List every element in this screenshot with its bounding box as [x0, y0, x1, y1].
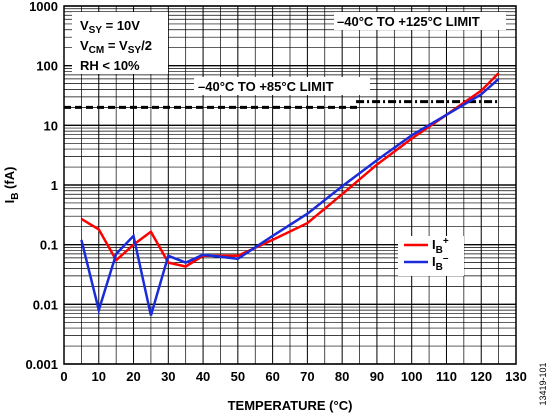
x-tick-label: 50 [231, 369, 245, 384]
y-tick-label: 100 [36, 59, 58, 74]
axis-tick-labels: 0 10 20 30 40 50 60 70 80 90 100 110 120 130100010010… [25, 0, 526, 384]
y-tick-label: 1000 [29, 0, 58, 14]
condition-vcm-rest2: /2 [141, 38, 152, 53]
condition-rh: RH < 10% [80, 58, 140, 73]
x-tick-label: 120 [470, 369, 492, 384]
y-tick-label: 0.001 [25, 357, 58, 372]
legend-ib-plus-sup: + [443, 236, 449, 247]
x-tick-label: 40 [196, 369, 210, 384]
x-tick-label: 20 [126, 369, 140, 384]
limit-85-label-background [194, 77, 370, 95]
y-tick-label: 1 [51, 178, 58, 193]
x-tick-label: 80 [335, 369, 349, 384]
series-ib-plus-line [80, 72, 500, 268]
conditions-box: VSY = 10V VCM = VSY/2 RH < 10% [72, 12, 168, 74]
x-axis-title: TEMPERATURE (°C) [228, 398, 353, 413]
legend: IB+ IB– [398, 236, 464, 276]
condition-vcm: VCM = VSY/2 [80, 38, 152, 56]
series-ib-minus-line [80, 77, 500, 316]
y-tick-label: 0.01 [33, 297, 58, 312]
limit-125-label-text: –40°C TO +125°C LIMIT [337, 14, 480, 29]
y-axis-title: IB (fA) [2, 167, 21, 204]
condition-vcm-main: V [80, 38, 89, 53]
data-series [80, 72, 500, 316]
legend-ib-minus-main: I [432, 254, 436, 269]
condition-vcm-sub: CM [89, 45, 105, 56]
x-tick-label: 90 [370, 369, 384, 384]
plot-frame [63, 5, 517, 365]
legend-ib-plus-sub: B [436, 245, 443, 256]
y-tick-label: 10 [44, 118, 58, 133]
y-axis-title-sub: B [10, 193, 21, 200]
limit-125-label-background [334, 12, 506, 30]
legend-ib-plus-main: I [432, 237, 436, 252]
x-tick-label: 110 [436, 369, 457, 384]
legend-background [398, 236, 464, 276]
condition-vsy-rest: = 10V [102, 18, 140, 33]
limit-85-label-text: –40°C TO +85°C LIMIT [198, 79, 334, 94]
x-tick-label: 100 [401, 369, 423, 384]
y-axis-title-unit: (fA) [2, 167, 17, 193]
x-tick-label: 60 [265, 369, 279, 384]
legend-ib-minus-sup: – [443, 253, 449, 264]
x-tick-label: 0 [60, 369, 67, 384]
condition-vsy-main: V [80, 18, 89, 33]
limit-lines [64, 100, 499, 109]
condition-vsy: VSY = 10V [80, 18, 140, 36]
condition-vcm-rest: = V [104, 38, 128, 53]
limit-125-label: –40°C TO +125°C LIMIT [334, 12, 506, 30]
y-tick-label: 0.1 [40, 238, 58, 253]
x-tick-label: 10 [92, 369, 106, 384]
legend-label-ib-plus: IB+ [432, 236, 449, 256]
y-axis-title-main: I [2, 200, 17, 204]
condition-vcm-sub2: SY [128, 45, 142, 56]
conditions-background [72, 12, 168, 74]
figure-id: 13419-101 [538, 362, 548, 405]
x-tick-label: 70 [300, 369, 314, 384]
x-tick-label: 30 [161, 369, 175, 384]
condition-vsy-sub: SY [89, 25, 103, 36]
legend-label-ib-minus: IB– [432, 253, 449, 273]
x-tick-label: 130 [505, 369, 527, 384]
limit-85-label: –40°C TO +85°C LIMIT [194, 77, 370, 95]
legend-ib-minus-sub: B [436, 262, 443, 273]
